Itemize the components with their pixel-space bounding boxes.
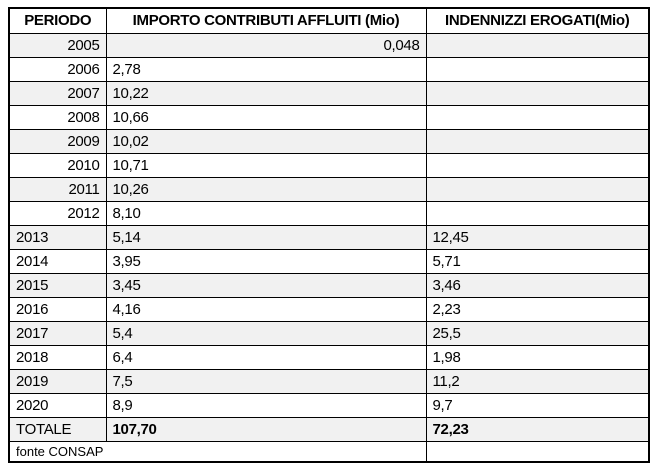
table-row: 2010 10,71 [8,152,650,178]
indennizzi-cell [425,32,650,58]
period-cell: 2020 [8,392,107,418]
total-row: TOTALE 107,70 72,23 [8,416,650,442]
contributi-cell: 10,71 [105,152,427,178]
contributi-cell: 10,66 [105,104,427,130]
period-cell: 2010 [8,152,107,178]
total-contributi: 107,70 [105,416,427,442]
contributi-cell: 0,048 [105,32,427,58]
table-row: 2011 10,26 [8,176,650,202]
contributi-indennizzi-table: PERIODO IMPORTO CONTRIBUTI AFFLUITI (Mio… [8,7,650,463]
table-row: 2009 10,02 [8,128,650,154]
source-row: fonte CONSAP [8,440,650,463]
period-cell: 2017 [8,320,107,346]
period-cell: 2006 [8,56,107,82]
source-label: fonte CONSAP [8,440,427,463]
period-cell: 2009 [8,128,107,154]
contributi-cell: 10,02 [105,128,427,154]
indennizzi-cell [425,176,650,202]
table-row: 2020 8,9 9,7 [8,392,650,418]
contributi-cell: 5,14 [105,224,427,250]
table-row: 2007 10,22 [8,80,650,106]
header-row: PERIODO IMPORTO CONTRIBUTI AFFLUITI (Mio… [8,7,650,34]
contributi-cell: 2,78 [105,56,427,82]
total-label: TOTALE [8,416,107,442]
period-cell: 2008 [8,104,107,130]
indennizzi-cell [425,80,650,106]
indennizzi-cell [425,152,650,178]
contributi-cell: 8,10 [105,200,427,226]
contributi-cell: 10,26 [105,176,427,202]
period-cell: 2011 [8,176,107,202]
contributi-cell: 6,4 [105,344,427,370]
period-cell: 2018 [8,344,107,370]
table-row: 2006 2,78 [8,56,650,82]
table-row: 2014 3,95 5,71 [8,248,650,274]
indennizzi-cell: 3,46 [425,272,650,298]
period-cell: 2012 [8,200,107,226]
indennizzi-cell [425,200,650,226]
table-row: 2012 8,10 [8,200,650,226]
source-empty-cell [425,440,650,463]
indennizzi-cell: 5,71 [425,248,650,274]
indennizzi-cell: 25,5 [425,320,650,346]
table-row: 2017 5,4 25,5 [8,320,650,346]
contributi-cell: 4,16 [105,296,427,322]
period-cell: 2014 [8,248,107,274]
period-cell: 2005 [8,32,107,58]
table-row: 2008 10,66 [8,104,650,130]
table-row: 2019 7,5 11,2 [8,368,650,394]
header-periodo: PERIODO [8,7,107,34]
period-cell: 2016 [8,296,107,322]
indennizzi-cell [425,56,650,82]
contributi-cell: 5,4 [105,320,427,346]
table-row: 2016 4,16 2,23 [8,296,650,322]
indennizzi-cell: 12,45 [425,224,650,250]
period-cell: 2013 [8,224,107,250]
indennizzi-cell: 2,23 [425,296,650,322]
contributi-cell: 7,5 [105,368,427,394]
indennizzi-cell [425,128,650,154]
indennizzi-cell: 11,2 [425,368,650,394]
period-cell: 2019 [8,368,107,394]
indennizzi-cell [425,104,650,130]
contributi-cell: 3,45 [105,272,427,298]
contributi-cell: 8,9 [105,392,427,418]
period-cell: 2007 [8,80,107,106]
contributi-cell: 3,95 [105,248,427,274]
table-row: 2018 6,4 1,98 [8,344,650,370]
table-row: 2005 0,048 [8,32,650,58]
header-indennizzi: INDENNIZZI EROGATI(Mio) [425,7,650,34]
table-row: 2013 5,14 12,45 [8,224,650,250]
indennizzi-cell: 9,7 [425,392,650,418]
total-indennizzi: 72,23 [425,416,650,442]
indennizzi-cell: 1,98 [425,344,650,370]
header-contributi: IMPORTO CONTRIBUTI AFFLUITI (Mio) [105,7,427,34]
table-row: 2015 3,45 3,46 [8,272,650,298]
period-cell: 2015 [8,272,107,298]
contributi-cell: 10,22 [105,80,427,106]
